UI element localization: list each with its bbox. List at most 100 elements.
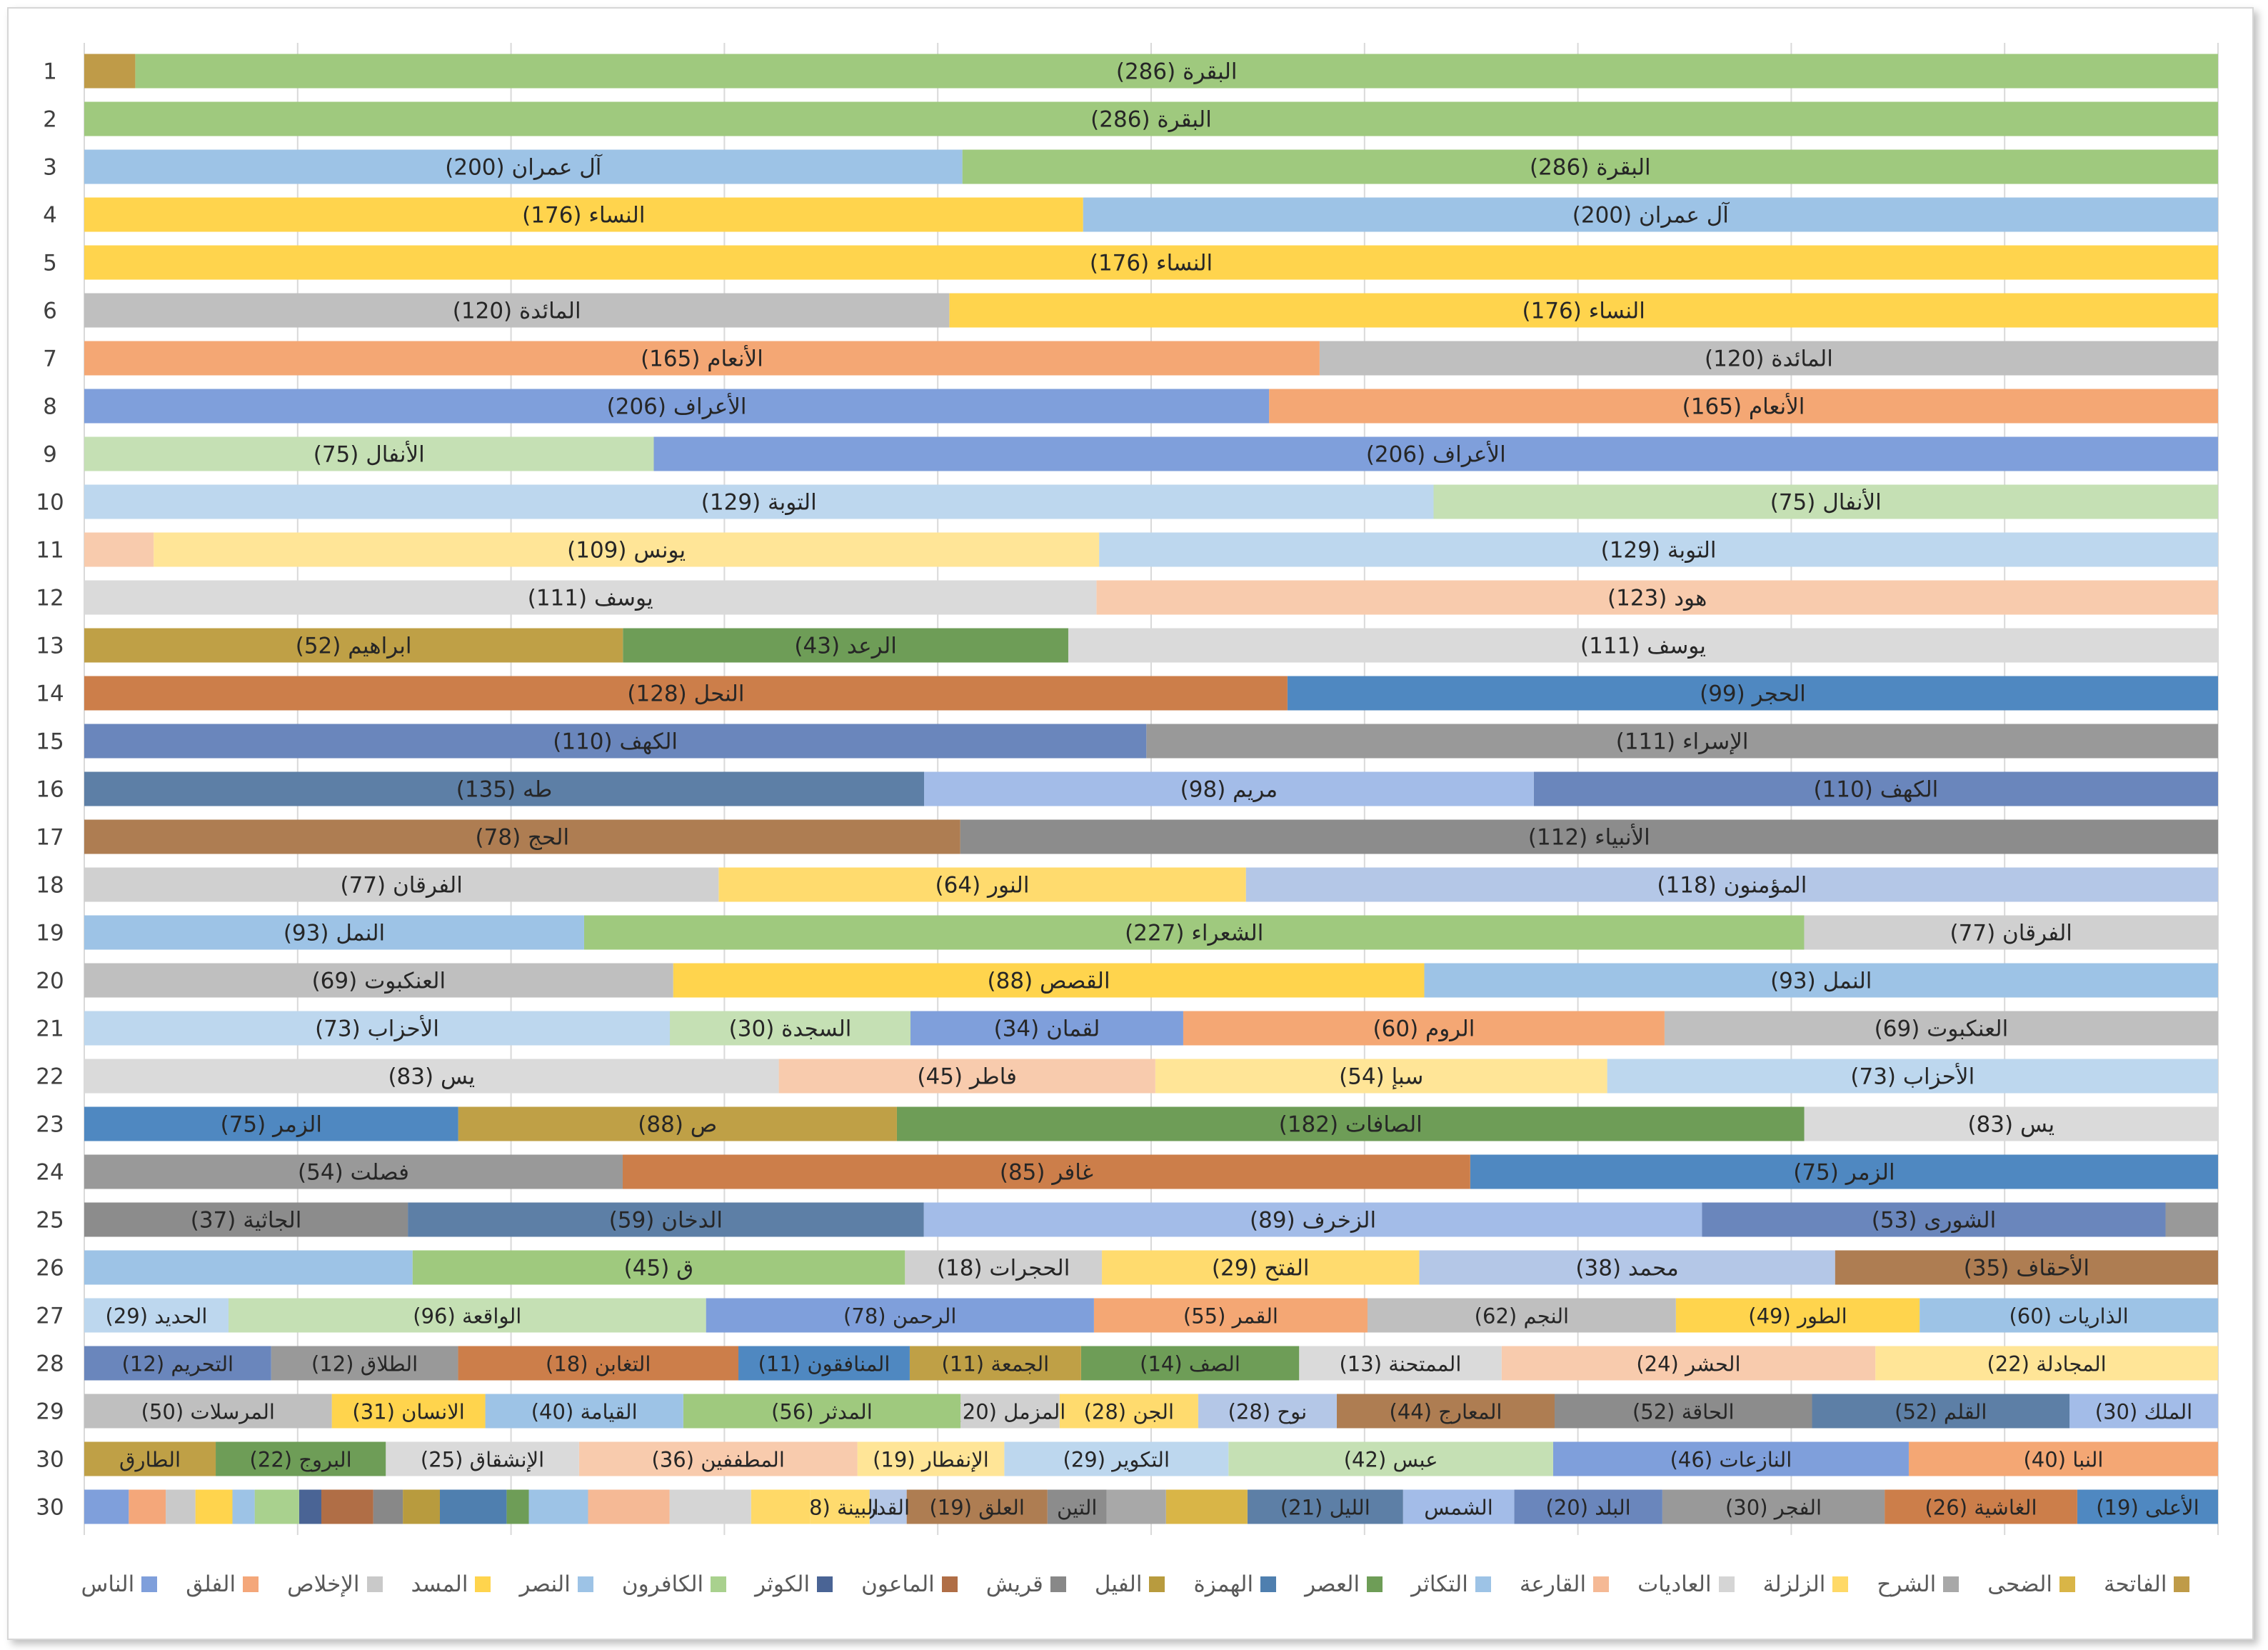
bar-segment <box>1080 1346 1300 1381</box>
bar-segment <box>195 1489 233 1524</box>
bar-segment <box>1835 1250 2218 1285</box>
row-label: 22 <box>36 1064 64 1090</box>
legend-item: التكاثر <box>1411 1571 1491 1597</box>
segment-label: النمل (93) <box>1770 969 1872 994</box>
bar-segment <box>1875 1346 2218 1381</box>
segment-label: النساء (176) <box>1090 251 1213 276</box>
bar-segment <box>84 532 154 567</box>
bar-segment <box>84 197 1083 232</box>
bar-segment <box>949 293 2218 328</box>
bar-segment <box>1555 1394 1812 1429</box>
segment-label: الزخرف (89) <box>1250 1208 1376 1234</box>
bar-segment <box>2077 1489 2218 1524</box>
bar-segment <box>84 1441 216 1476</box>
legend-label: المسد <box>411 1571 468 1597</box>
segment-label: الممتحنة (13) <box>1339 1352 1461 1376</box>
segment-label: الإنفطار (19) <box>873 1448 989 1473</box>
segment-label: التحريم (12) <box>122 1352 234 1377</box>
segment-label: النحل (128) <box>627 681 744 707</box>
segment-label: الجن (28) <box>1084 1400 1174 1424</box>
segment-label: البقرة (286) <box>1090 107 1212 133</box>
segment-label: الرحمن (78) <box>843 1304 956 1329</box>
bar-segment <box>166 1489 196 1524</box>
segment-label: النمل (93) <box>284 921 385 946</box>
bar-segment <box>84 1298 229 1333</box>
legend-item: الضحى <box>1987 1571 2076 1597</box>
legend-label: الشرح <box>1877 1571 1937 1597</box>
bar-segment <box>1470 1154 2218 1189</box>
row-label: 3 <box>43 155 57 181</box>
bar-segment <box>84 1250 413 1285</box>
segment-label: الأنفال (75) <box>1770 489 1882 516</box>
row-label: 29 <box>36 1399 64 1425</box>
row-label: 10 <box>36 490 64 516</box>
segment-label: يونس (109) <box>567 538 686 564</box>
bar-segment <box>1607 1059 2218 1094</box>
segment-label: يوسف (111) <box>528 586 653 611</box>
row-label: 12 <box>36 586 64 611</box>
bar-segment <box>718 867 1246 902</box>
bar-segment <box>84 1106 458 1141</box>
segment-label: القدر <box>865 1496 910 1520</box>
bar-segment <box>1146 724 2218 759</box>
segment-label: الشعراء (227) <box>1125 921 1263 946</box>
bar-segment <box>751 1489 811 1524</box>
segment-label: القلم (52) <box>1895 1400 1987 1425</box>
segment-label: لقمان (34) <box>994 1016 1100 1042</box>
row-label: 23 <box>36 1112 64 1138</box>
bar-segment <box>1096 580 2218 615</box>
bar-segment <box>906 1489 1048 1524</box>
segment-label: الليل (21) <box>1280 1496 1370 1520</box>
segment-label: فاطر (45) <box>917 1064 1017 1090</box>
bar-segment <box>905 1250 1103 1285</box>
segment-label: الحج (78) <box>476 825 570 851</box>
bar-segment <box>271 1346 458 1381</box>
bar-segment <box>386 1441 579 1476</box>
row-label: 4 <box>43 203 57 229</box>
bar-segment <box>909 1346 1081 1381</box>
row-label: 18 <box>36 873 64 899</box>
bar-segment <box>84 915 584 950</box>
bar-segment <box>1245 867 2218 902</box>
legend-item: العصر <box>1305 1571 1383 1597</box>
segment-label: الشورى (53) <box>1872 1208 1996 1234</box>
segment-label: يس (83) <box>1967 1112 2054 1138</box>
segment-label: العلق (19) <box>929 1496 1024 1520</box>
segment-label: القيامة (40) <box>531 1400 638 1424</box>
bar-segment <box>84 1202 408 1237</box>
legend-swatch <box>1149 1576 1165 1592</box>
segment-label: الحاقة (52) <box>1632 1400 1735 1424</box>
bar-segment <box>1812 1394 2070 1429</box>
segment-label: ابراهيم (52) <box>296 634 412 659</box>
bar-segment <box>622 1154 1470 1189</box>
row-label: 8 <box>43 394 57 420</box>
bar-segment <box>1299 1346 1502 1381</box>
legend-swatch <box>1943 1576 1960 1592</box>
bar-segment <box>84 676 1288 711</box>
legend-item: القارعة <box>1520 1571 1610 1597</box>
bar-segment <box>84 1346 271 1381</box>
segment-label: المرسلات (50) <box>141 1400 275 1424</box>
bar-segment <box>1433 484 2218 519</box>
segment-label: النور (64) <box>935 873 1030 899</box>
segment-label: الصافات (182) <box>1279 1112 1422 1138</box>
bar-segment <box>683 1394 961 1429</box>
segment-label: التين <box>1057 1496 1097 1520</box>
segment-label: المعارج (44) <box>1390 1400 1502 1425</box>
segment-label: البروج (22) <box>250 1448 352 1473</box>
legend-label: الفيل <box>1094 1571 1143 1597</box>
segment-label: الأنفال (75) <box>313 441 425 468</box>
segment-label: ق (45) <box>624 1256 694 1281</box>
segment-label: النازعات (46) <box>1670 1448 1792 1472</box>
segment-label: يس (83) <box>388 1064 475 1090</box>
bar-segment <box>298 1489 321 1524</box>
bar-segment <box>910 1011 1183 1046</box>
row-label: 30 <box>36 1495 64 1521</box>
legend-swatch <box>817 1576 833 1592</box>
bar-segment <box>84 484 1434 519</box>
bar-segment <box>84 1394 332 1429</box>
legend-label: العاديات <box>1637 1571 1712 1597</box>
legend-swatch <box>2059 1576 2076 1592</box>
segment-label: الأنعام (165) <box>1682 393 1805 420</box>
segment-label: البينة (8) <box>801 1496 879 1520</box>
